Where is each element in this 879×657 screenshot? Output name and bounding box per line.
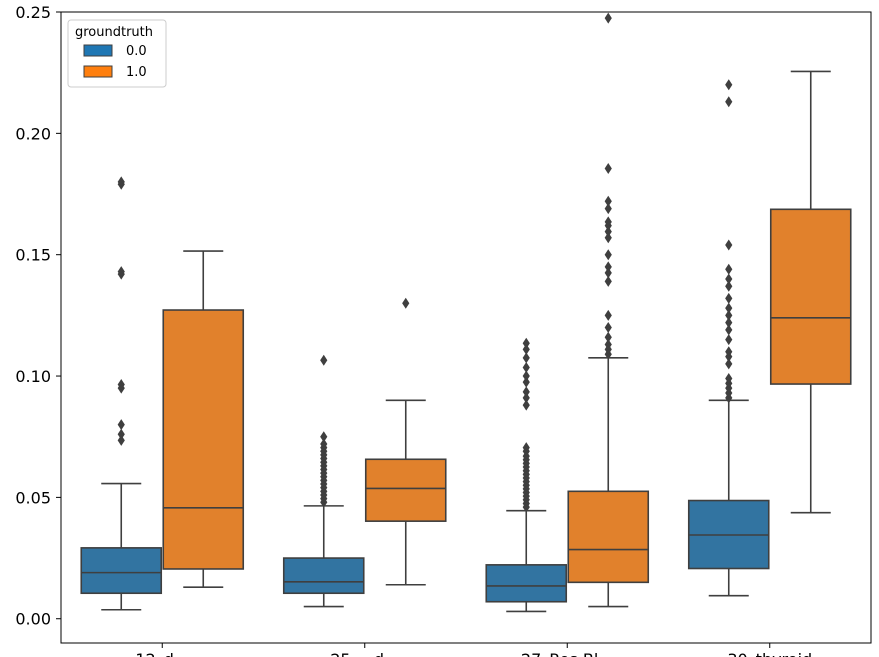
outlier-point [725, 334, 733, 346]
y-tick-label: 0.25 [15, 3, 51, 22]
box-0.0-cat-4 [687, 79, 770, 597]
outlier-point [604, 232, 612, 244]
outlier-point [522, 442, 530, 454]
y-tick-label: 0.10 [15, 367, 51, 386]
outlier-point [604, 163, 612, 175]
outlier-point [604, 195, 612, 207]
outlier-point [725, 79, 733, 91]
outlier-point [522, 352, 530, 364]
y-tick-label: 0.00 [15, 610, 51, 629]
outlier-point [320, 438, 328, 450]
box-0.0-cat-2 [282, 354, 365, 608]
x-tick-label: 27_Ros Bl... [521, 650, 614, 657]
legend-title: groundtruth [75, 25, 153, 40]
outlier-point [725, 302, 733, 314]
outlier-point [725, 280, 733, 292]
outlier-point [604, 338, 612, 350]
plot-frame [60, 11, 872, 644]
box-1.0-cat-1 [162, 250, 245, 588]
outlier-point [522, 392, 530, 404]
outlier-point [604, 309, 612, 321]
outlier-point [604, 331, 612, 343]
box-1.0-cat-3 [567, 12, 650, 608]
outlier-point [725, 317, 733, 329]
outlier-point [320, 431, 328, 443]
outlier-point [604, 12, 612, 24]
box-iqr [567, 490, 650, 584]
outlier-point [604, 275, 612, 287]
outlier-point [522, 376, 530, 388]
outlier-point [725, 324, 733, 336]
outlier-point [725, 96, 733, 108]
outlier-point [117, 419, 125, 431]
x-tick-label: 12_d... [135, 650, 189, 657]
outlier-point [725, 292, 733, 304]
box-iqr [769, 208, 852, 385]
y-axis-label: variance [0, 292, 3, 361]
outlier-point [725, 239, 733, 251]
legend-swatch-0.0 [83, 44, 113, 57]
plot-area [80, 12, 852, 613]
outlier-point [604, 249, 612, 261]
outlier-point [604, 322, 612, 333]
y-tick-label: 0.05 [15, 488, 51, 507]
outlier-point [604, 226, 612, 238]
outlier-point [725, 346, 733, 358]
box-iqr [282, 557, 365, 595]
outlier-point [725, 273, 733, 285]
outlier-point [522, 386, 530, 398]
outlier-point [320, 354, 328, 366]
outlier-point [522, 370, 530, 382]
legend: groundtruth 0.0 1.0 [67, 19, 167, 88]
box-0.0-cat-1 [80, 176, 163, 611]
y-tick-label: 0.20 [15, 124, 51, 143]
outlier-point [604, 267, 612, 279]
box-0.0-cat-3 [485, 337, 568, 613]
outlier-point [117, 379, 125, 391]
outlier-point [725, 372, 733, 384]
legend-swatch-1.0 [83, 65, 113, 78]
outlier-point [604, 203, 612, 215]
legend-label-0.0: 0.0 [126, 44, 147, 59]
outlier-point [117, 266, 125, 278]
outlier-point [604, 216, 612, 228]
legend-label-1.0: 1.0 [126, 65, 147, 80]
box-1.0-cat-4 [769, 70, 852, 514]
box-iqr [485, 564, 568, 603]
outlier-point [522, 337, 530, 349]
box-1.0-cat-2 [364, 297, 447, 586]
outlier-point [725, 309, 733, 321]
outlier-point [522, 399, 530, 411]
y-tick-label: 0.15 [15, 246, 51, 265]
outlier-point [725, 263, 733, 275]
box-iqr [80, 547, 163, 595]
x-tick-label: 30_thyroid [727, 650, 812, 657]
outlier-point [117, 176, 125, 188]
box-iqr [364, 458, 447, 522]
outlier-point [522, 343, 530, 355]
outlier-point [725, 358, 733, 370]
outlier-point [522, 362, 530, 374]
axes: 0.00 0.05 0.10 0.15 0.20 0.25 12_d... 25_...d..… [15, 3, 872, 657]
outlier-point [604, 261, 612, 273]
box-iqr [162, 309, 245, 570]
outlier-point [117, 434, 125, 446]
outlier-point [402, 297, 410, 309]
outlier-point [117, 428, 125, 440]
x-tick-label: 25_...d... [330, 650, 399, 657]
